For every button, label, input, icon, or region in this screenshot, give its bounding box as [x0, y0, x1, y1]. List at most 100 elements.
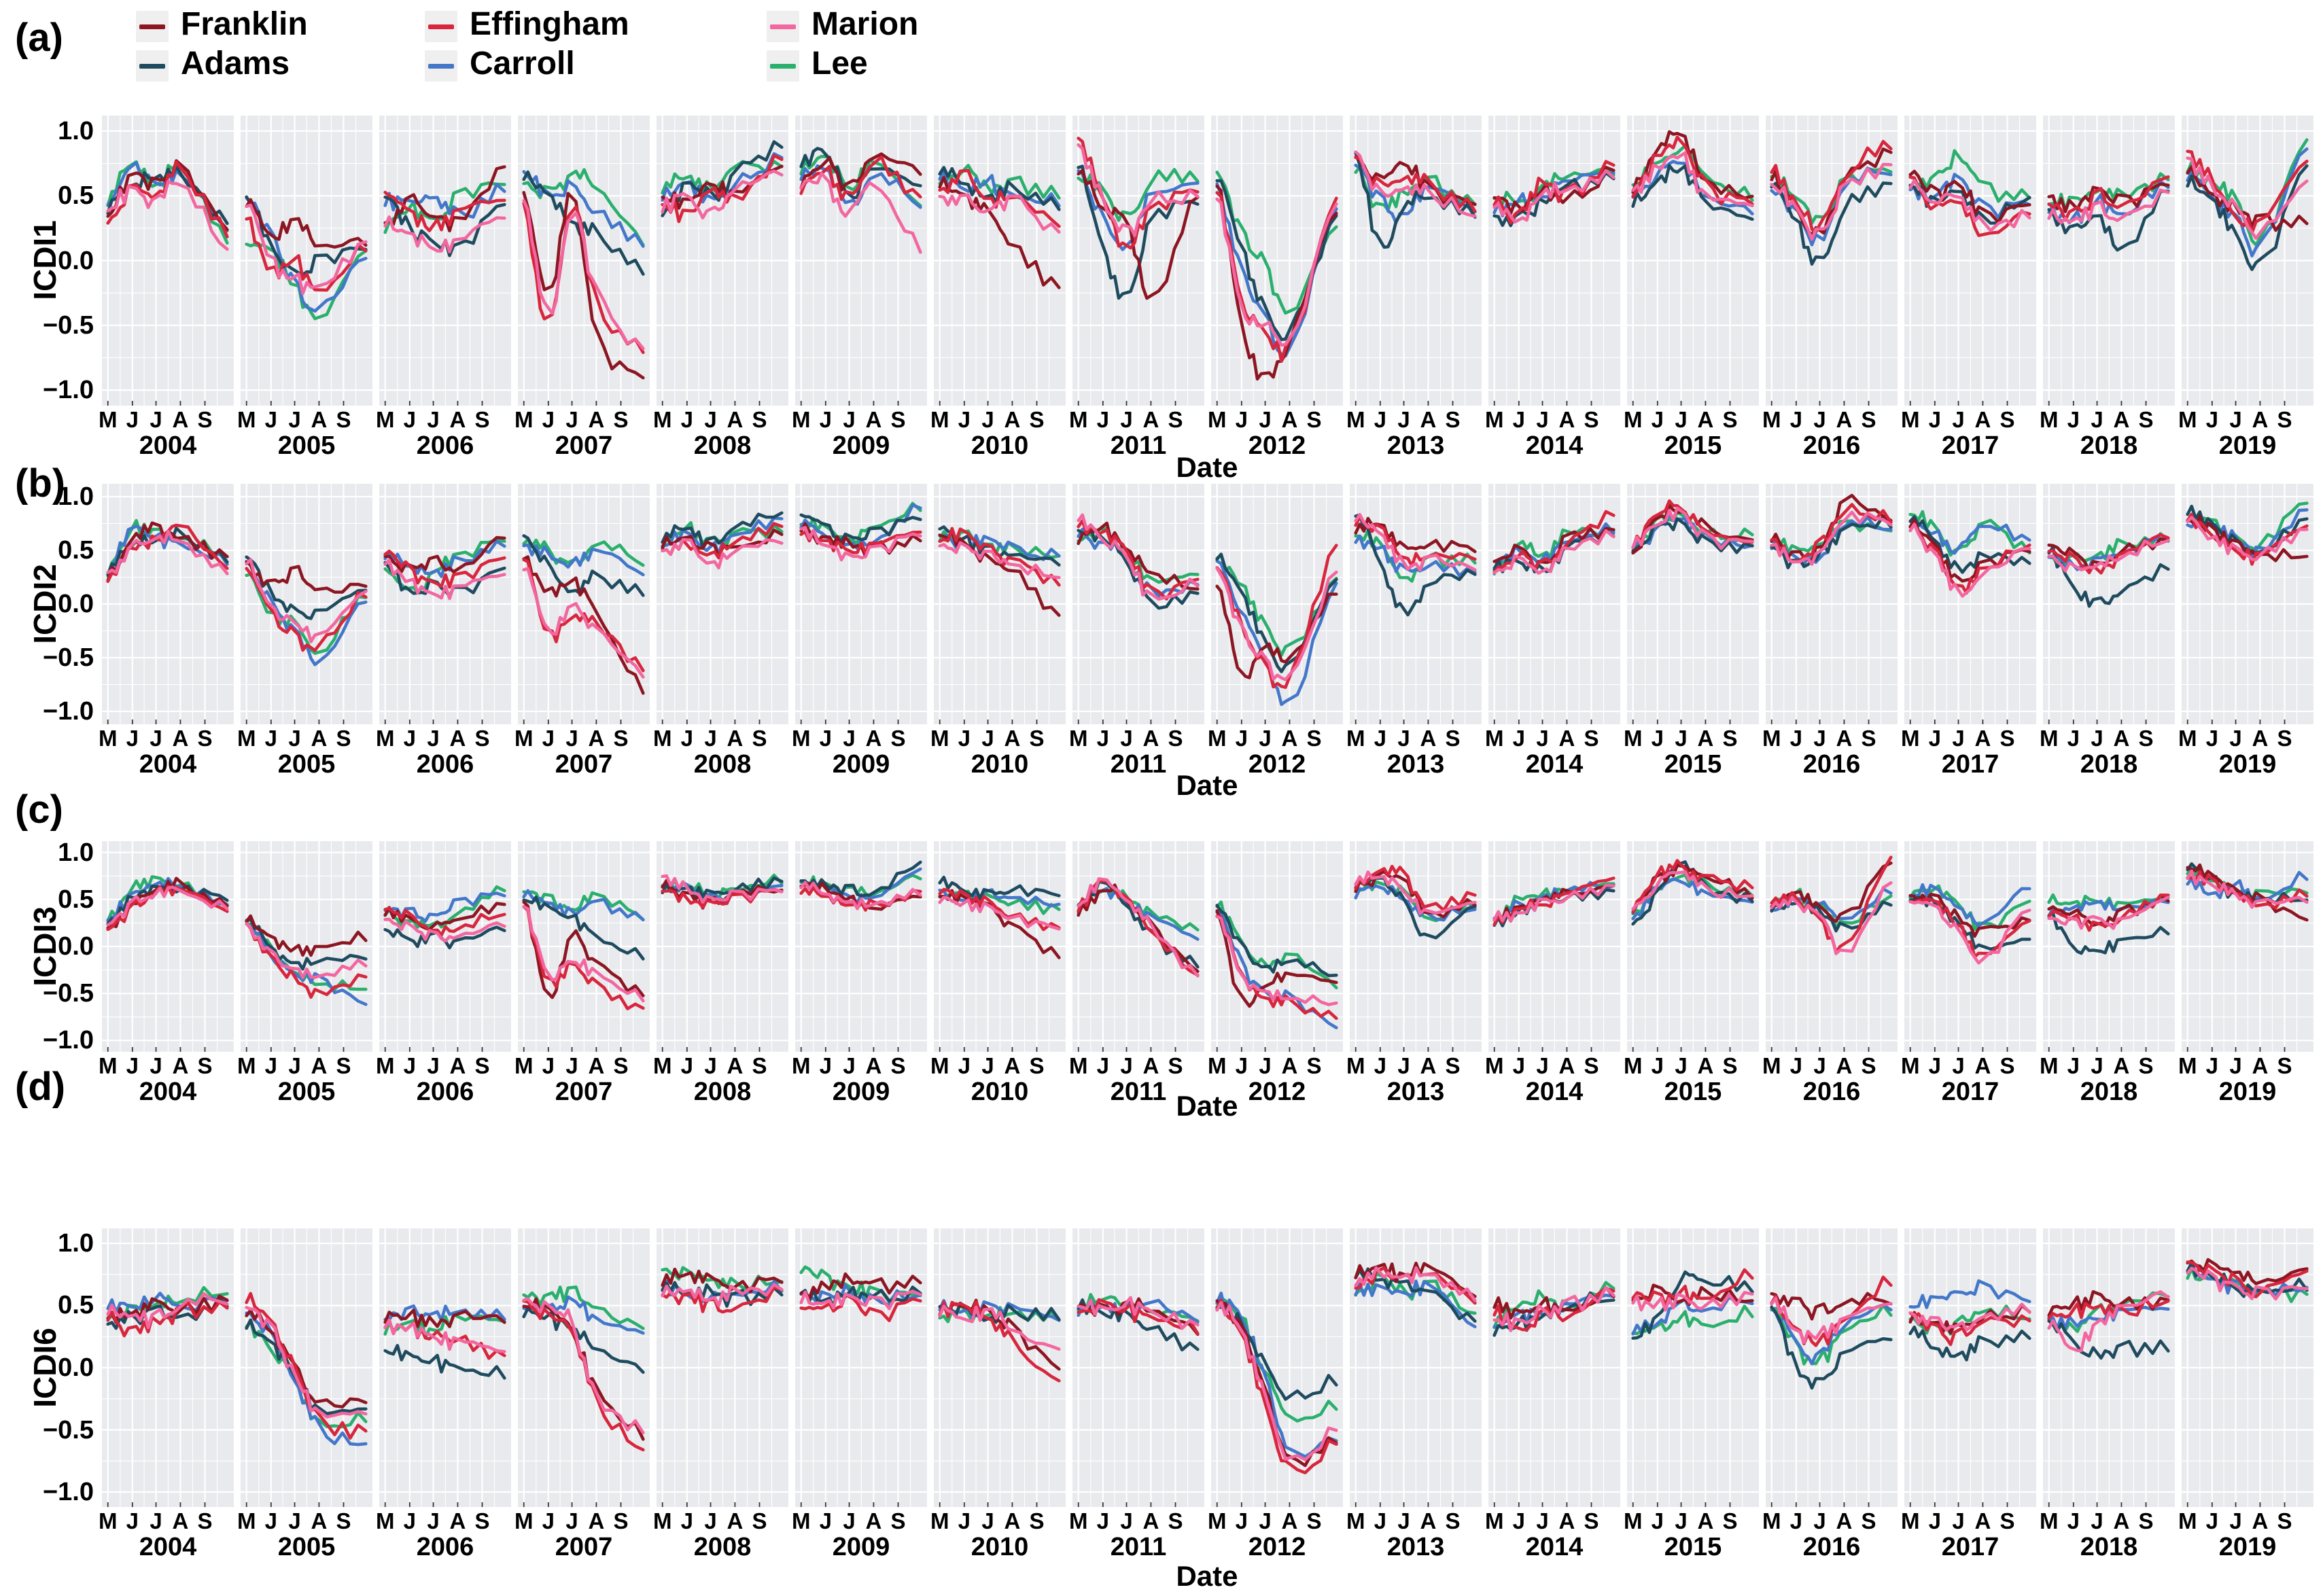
- month-tick-label: J: [565, 407, 578, 432]
- month-tick-label: S: [1722, 726, 1738, 751]
- facet-icdi2-2005: M J J A S 2005: [237, 484, 372, 779]
- series-line-E: [1908, 175, 2031, 237]
- month-tick-label: M: [1068, 1053, 1088, 1078]
- year-label: 2010: [971, 1533, 1029, 1561]
- series-line-C: [245, 1311, 368, 1447]
- facet-plot: [1211, 1228, 1343, 1507]
- facet-plot: [1350, 484, 1482, 724]
- month-tick-label: J: [1789, 407, 1802, 432]
- month-tick-label: J: [126, 407, 139, 432]
- series-line-C: [1354, 1279, 1477, 1328]
- month-tick-label: M: [1900, 407, 1920, 432]
- year-label: 2009: [832, 750, 890, 779]
- series-line-M: [661, 874, 784, 904]
- series-line-M: [2186, 1266, 2309, 1301]
- facet-plot: [1072, 841, 1204, 1052]
- facet-icdi1-2008: M J J A S 2008: [653, 116, 788, 461]
- month-tick-label: J: [1536, 1508, 1549, 1533]
- series-line-F: [383, 535, 506, 573]
- facet-icdi6-2014: M J J A S 2014: [1485, 1228, 1620, 1562]
- series-line-F: [522, 900, 645, 999]
- month-tick-label: A: [172, 726, 189, 751]
- month-tick-label: J: [1675, 407, 1688, 432]
- month-tick-label: J: [565, 726, 578, 751]
- series-line-M: [1492, 169, 1615, 224]
- year-label: 2005: [277, 1078, 336, 1106]
- y-tick-label: −0.5: [42, 979, 94, 1008]
- facet-icdi6-2004: M J J A S 2004: [99, 1228, 234, 1562]
- month-tick-label: J: [1651, 407, 1664, 432]
- month-tick-label: M: [1207, 1053, 1227, 1078]
- month-tick-label: A: [2113, 1508, 2130, 1533]
- month-tick-label: S: [336, 407, 351, 432]
- facet-icdi6-2017: M J J A S 2017: [1901, 1228, 2036, 1562]
- series-line-C: [1631, 160, 1754, 215]
- year-label: 2005: [277, 1533, 336, 1561]
- month-tick-label: J: [264, 1508, 277, 1533]
- series-line-L: [661, 160, 784, 195]
- month-tick-label: J: [2205, 407, 2218, 432]
- month-tick-label: S: [474, 1053, 490, 1078]
- month-tick-label: J: [264, 726, 277, 751]
- month-tick-label: A: [588, 726, 605, 751]
- month-tick-label: J: [958, 726, 971, 751]
- month-tick-label: J: [1952, 1508, 1965, 1533]
- facet-plot: [2043, 484, 2175, 724]
- month-tick-label: A: [172, 407, 189, 432]
- month-tick-label: S: [890, 1053, 906, 1078]
- facet-icdi1-2019: M J J A S 2019: [2178, 116, 2313, 461]
- legend-line-icon: [428, 64, 454, 69]
- month-tick-label: J: [150, 726, 162, 751]
- month-tick-label: A: [1281, 1508, 1298, 1533]
- series-line-E: [245, 1292, 368, 1440]
- month-tick-label: S: [1168, 407, 1183, 432]
- month-tick-label: M: [237, 407, 256, 432]
- month-tick-label: J: [981, 1053, 994, 1078]
- year-label: 2016: [1802, 750, 1861, 779]
- month-tick-label: J: [1397, 726, 1410, 751]
- month-tick-label: A: [865, 1053, 882, 1078]
- series-line-M: [2047, 895, 2170, 930]
- facet-icdi1-2016: M J J A S 2016: [1762, 116, 1898, 461]
- year-label: 2008: [693, 431, 752, 460]
- month-tick-label: S: [613, 726, 629, 751]
- month-tick-label: S: [890, 726, 906, 751]
- month-tick-label: J: [2091, 407, 2103, 432]
- legend-label-adams: Adams: [181, 46, 290, 82]
- month-tick-label: A: [1974, 1053, 1991, 1078]
- series-line-M: [2047, 539, 2170, 573]
- month-tick-label: S: [752, 1508, 767, 1533]
- facet-plot: [1350, 841, 1482, 1052]
- legend-line-icon: [770, 24, 796, 29]
- month-tick-label: A: [588, 407, 605, 432]
- series-line-F: [799, 152, 922, 192]
- series-line-E: [1631, 499, 1754, 550]
- series-line-A: [522, 895, 645, 961]
- month-tick-label: J: [819, 1508, 832, 1533]
- month-tick-label: M: [1900, 1053, 1920, 1078]
- month-tick-label: J: [1235, 1053, 1248, 1078]
- facet-icdi2-2010: M J J A S 2010: [930, 484, 1066, 779]
- month-tick-label: M: [1346, 1053, 1365, 1078]
- series-line-A: [1077, 880, 1200, 969]
- year-label: 2006: [416, 1078, 474, 1106]
- month-tick-label: M: [2178, 1053, 2197, 1078]
- month-tick-label: J: [981, 1508, 994, 1533]
- month-tick-label: A: [1974, 726, 1991, 751]
- month-tick-label: S: [1861, 726, 1876, 751]
- month-tick-label: M: [375, 1053, 395, 1078]
- series-line-M: [245, 558, 368, 643]
- month-tick-label: A: [2252, 407, 2269, 432]
- month-tick-label: J: [2067, 726, 2080, 751]
- month-tick-label: M: [514, 1508, 534, 1533]
- facet-plot: [379, 484, 511, 724]
- series-line-M: [1354, 150, 1477, 218]
- series-line-M: [799, 1290, 922, 1311]
- month-tick-label: A: [1836, 1508, 1853, 1533]
- facet-plot: [1211, 484, 1343, 724]
- series-line-A: [938, 166, 1061, 211]
